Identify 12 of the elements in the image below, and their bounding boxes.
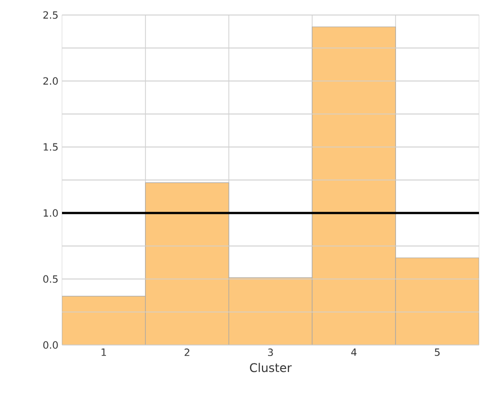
x-tick-label: 4 (351, 348, 357, 356)
x-tick-label: 5 (434, 348, 440, 356)
x-tick-label: 1 (102, 348, 106, 356)
x-tick-label: 3 (268, 348, 273, 356)
x-axis-title: Cluster (250, 362, 292, 372)
y-tick-label: 1.0 (44, 209, 58, 217)
x-tick-label: 2 (184, 348, 190, 356)
y-tick-label: 1.5 (44, 143, 58, 151)
y-tick-label: 0.0 (43, 341, 58, 349)
y-tick-label: 0.5 (43, 275, 58, 283)
y-tick-label: 2.5 (43, 11, 58, 19)
y-tick-label: 2.0 (43, 77, 58, 85)
